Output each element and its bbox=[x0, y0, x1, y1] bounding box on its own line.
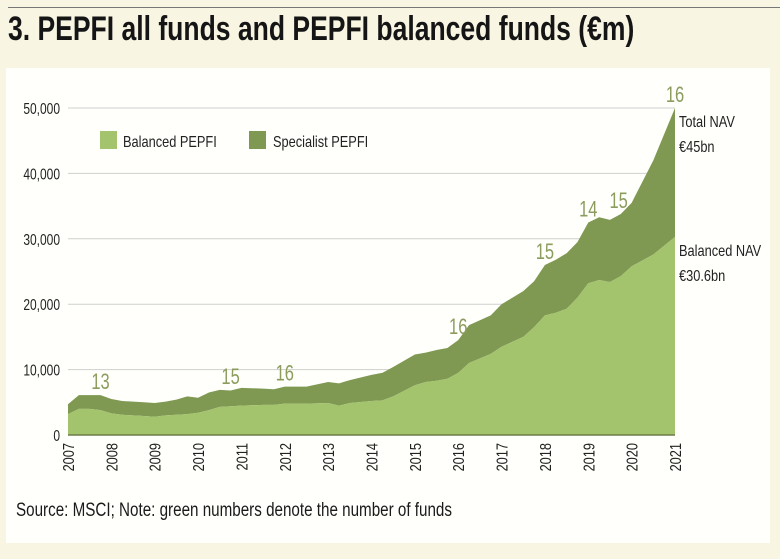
fund-count-label: 13 bbox=[91, 370, 109, 395]
fund-count-label: 16 bbox=[666, 83, 684, 108]
source-note: Source: MSCI; Note: green numbers denote… bbox=[16, 500, 452, 521]
fund-count-label: 16 bbox=[276, 361, 294, 386]
fund-count-label: 14 bbox=[579, 197, 598, 222]
x-tick-label: 2017 bbox=[494, 443, 512, 471]
x-tick-label: 2009 bbox=[147, 443, 165, 471]
x-tick-label: 2014 bbox=[364, 443, 382, 471]
x-tick-label: 2010 bbox=[191, 443, 209, 471]
end-label-value: €30.6bn bbox=[679, 268, 725, 286]
specialist-area bbox=[68, 108, 675, 417]
fund-count-label: 15 bbox=[536, 240, 554, 265]
x-tick-label: 2008 bbox=[104, 443, 122, 471]
legend-label-specialist: Specialist PEPFI bbox=[273, 134, 368, 152]
x-tick-label: 2015 bbox=[408, 443, 426, 471]
y-tick-label: 20,000 bbox=[23, 295, 60, 313]
legend-swatch-specialist bbox=[249, 131, 266, 149]
y-tick-label: 30,000 bbox=[23, 230, 60, 248]
x-tick-label: 2019 bbox=[581, 443, 599, 471]
legend-swatch-balanced bbox=[100, 131, 117, 149]
x-tick-label: 2021 bbox=[668, 443, 686, 471]
fund-count-label: 15 bbox=[609, 189, 627, 214]
x-tick-label: 2011 bbox=[234, 443, 252, 470]
y-tick-label: 50,000 bbox=[23, 99, 60, 117]
end-label: Total NAV bbox=[679, 114, 735, 132]
y-tick-label: 40,000 bbox=[23, 165, 60, 183]
x-tick-label: 2018 bbox=[538, 443, 556, 471]
x-tick-label: 2013 bbox=[321, 443, 339, 471]
y-tick-label: 10,000 bbox=[23, 361, 60, 379]
x-tick-label: 2020 bbox=[624, 443, 642, 471]
fund-count-label: 15 bbox=[221, 365, 239, 390]
balanced-area bbox=[68, 236, 675, 435]
x-tick-label: 2012 bbox=[278, 443, 296, 471]
x-tick-label: 2016 bbox=[451, 443, 469, 471]
x-tick-label: 2007 bbox=[61, 443, 79, 471]
end-label: Balanced NAV bbox=[679, 243, 761, 261]
y-tick-label: 0 bbox=[53, 426, 60, 444]
top-rule bbox=[8, 7, 780, 8]
end-label-value: €45bn bbox=[679, 139, 715, 157]
chart-title: 3. PEPFI all funds and PEPFI balanced fu… bbox=[8, 10, 635, 48]
legend-label-balanced: Balanced PEPFI bbox=[123, 134, 217, 152]
fund-count-label: 16 bbox=[449, 315, 467, 340]
